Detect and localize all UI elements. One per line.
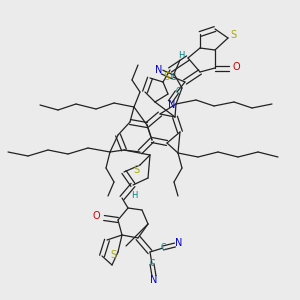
Text: S: S [133,165,139,175]
Text: N: N [155,65,163,75]
Text: O: O [232,62,240,72]
Text: H: H [131,190,137,200]
Text: H: H [178,50,184,59]
Text: S: S [110,250,116,260]
Text: O: O [92,211,100,221]
Text: C: C [176,88,181,97]
Text: C: C [170,73,175,82]
Text: S: S [230,30,236,40]
Text: N: N [150,275,158,285]
Text: N: N [175,238,183,248]
Text: N: N [168,100,176,110]
Text: C: C [160,244,166,253]
Text: C: C [149,260,154,268]
Text: S: S [163,72,169,82]
